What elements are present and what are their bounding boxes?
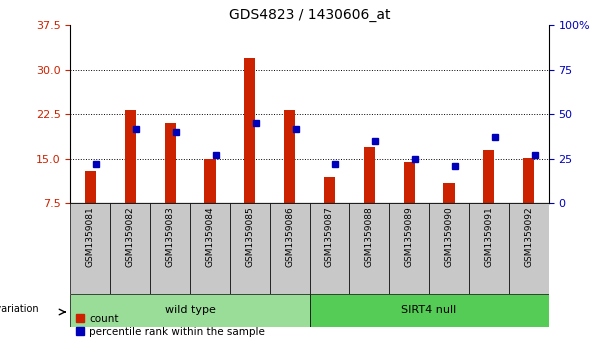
Legend: count, percentile rank within the sample: count, percentile rank within the sample: [75, 314, 265, 337]
Text: GSM1359087: GSM1359087: [325, 206, 334, 267]
Bar: [284, 110, 295, 203]
Text: genotype/variation: genotype/variation: [0, 304, 39, 314]
Bar: [164, 123, 176, 203]
Bar: [190, 203, 230, 294]
Text: GSM1359092: GSM1359092: [524, 206, 533, 267]
Bar: [230, 203, 270, 294]
Text: GSM1359081: GSM1359081: [86, 206, 95, 267]
Bar: [85, 171, 96, 203]
Text: GSM1359089: GSM1359089: [405, 206, 414, 267]
Text: SIRT4 null: SIRT4 null: [402, 305, 457, 315]
Bar: [443, 183, 455, 203]
Bar: [403, 162, 415, 203]
Text: GSM1359085: GSM1359085: [245, 206, 254, 267]
Bar: [469, 203, 509, 294]
Bar: [70, 203, 110, 294]
Bar: [70, 294, 310, 327]
Text: GSM1359082: GSM1359082: [126, 206, 135, 267]
Bar: [523, 158, 535, 203]
Bar: [483, 150, 495, 203]
Bar: [429, 203, 469, 294]
Text: GSM1359088: GSM1359088: [365, 206, 374, 267]
Text: GSM1359091: GSM1359091: [484, 206, 493, 267]
Bar: [310, 203, 349, 294]
Bar: [244, 58, 256, 203]
Text: GSM1359090: GSM1359090: [444, 206, 454, 267]
Bar: [324, 177, 335, 203]
Bar: [349, 203, 389, 294]
Text: GSM1359083: GSM1359083: [166, 206, 175, 267]
Text: wild type: wild type: [165, 305, 215, 315]
Bar: [110, 203, 150, 294]
Text: GSM1359084: GSM1359084: [205, 206, 215, 267]
Bar: [124, 110, 136, 203]
Bar: [270, 203, 310, 294]
Title: GDS4823 / 1430606_at: GDS4823 / 1430606_at: [229, 8, 390, 22]
Bar: [389, 203, 429, 294]
Bar: [204, 159, 216, 203]
Bar: [509, 203, 549, 294]
Bar: [150, 203, 190, 294]
Text: GSM1359086: GSM1359086: [285, 206, 294, 267]
Bar: [364, 147, 375, 203]
Bar: [310, 294, 549, 327]
